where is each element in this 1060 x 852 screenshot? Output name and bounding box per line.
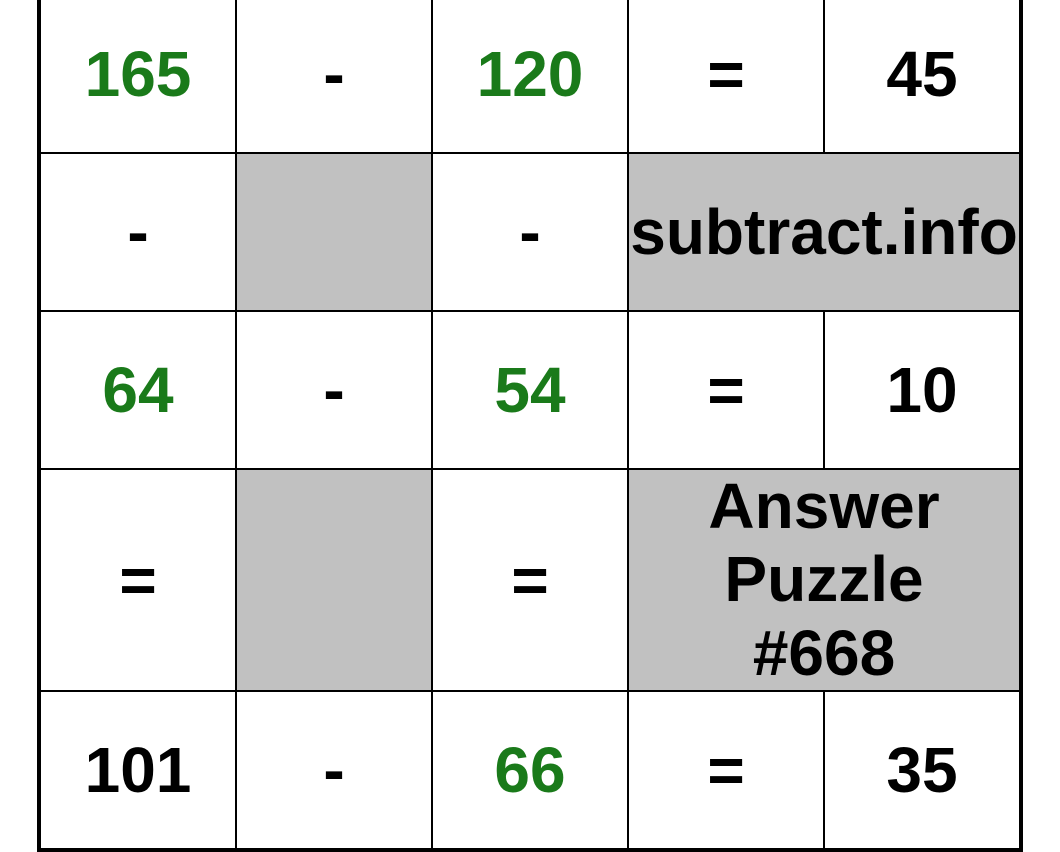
cell-r0c0: 165	[39, 0, 236, 153]
cell-r2c1: -	[236, 311, 432, 469]
cell-r2c4: 10	[824, 311, 1021, 469]
cell-r2c3: =	[628, 311, 824, 469]
cell-r4c2: 66	[432, 691, 628, 850]
table-row: 101 - 66 = 35	[39, 691, 1021, 850]
puzzle-id-line1: Answer Puzzle	[629, 470, 1019, 617]
cell-r0c3: =	[628, 0, 824, 153]
cell-r1c1-shaded	[236, 153, 432, 311]
table-row: 64 - 54 = 10	[39, 311, 1021, 469]
cell-r3c0: =	[39, 469, 236, 692]
table-row: = = Answer Puzzle #668	[39, 469, 1021, 692]
cell-r2c2: 54	[432, 311, 628, 469]
cell-r2c0: 64	[39, 311, 236, 469]
puzzle-id-line2: #668	[629, 617, 1019, 691]
cell-r4c4: 35	[824, 691, 1021, 850]
cell-r4c0: 101	[39, 691, 236, 850]
puzzle-id-label: Answer Puzzle #668	[628, 469, 1021, 692]
table-row: - - subtract.info	[39, 153, 1021, 311]
cell-r3c2: =	[432, 469, 628, 692]
cell-r4c1: -	[236, 691, 432, 850]
table-row: 165 - 120 = 45	[39, 0, 1021, 153]
source-label: subtract.info	[628, 153, 1021, 311]
cell-r1c2: -	[432, 153, 628, 311]
cell-r0c1: -	[236, 0, 432, 153]
cell-r4c3: =	[628, 691, 824, 850]
subtraction-puzzle-grid: 165 - 120 = 45 - - subtract.info 64 - 54…	[37, 0, 1023, 852]
cell-r0c4: 45	[824, 0, 1021, 153]
cell-r0c2: 120	[432, 0, 628, 153]
cell-r3c1-shaded	[236, 469, 432, 692]
cell-r1c0: -	[39, 153, 236, 311]
